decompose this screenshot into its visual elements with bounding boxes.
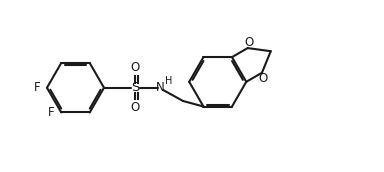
Text: F: F bbox=[34, 81, 41, 94]
Text: O: O bbox=[131, 101, 140, 114]
Text: O: O bbox=[245, 36, 254, 49]
Text: N: N bbox=[156, 81, 165, 94]
Text: O: O bbox=[259, 72, 268, 85]
Text: F: F bbox=[48, 106, 55, 119]
Text: H: H bbox=[165, 77, 172, 87]
Text: O: O bbox=[131, 61, 140, 74]
Text: S: S bbox=[131, 81, 139, 94]
